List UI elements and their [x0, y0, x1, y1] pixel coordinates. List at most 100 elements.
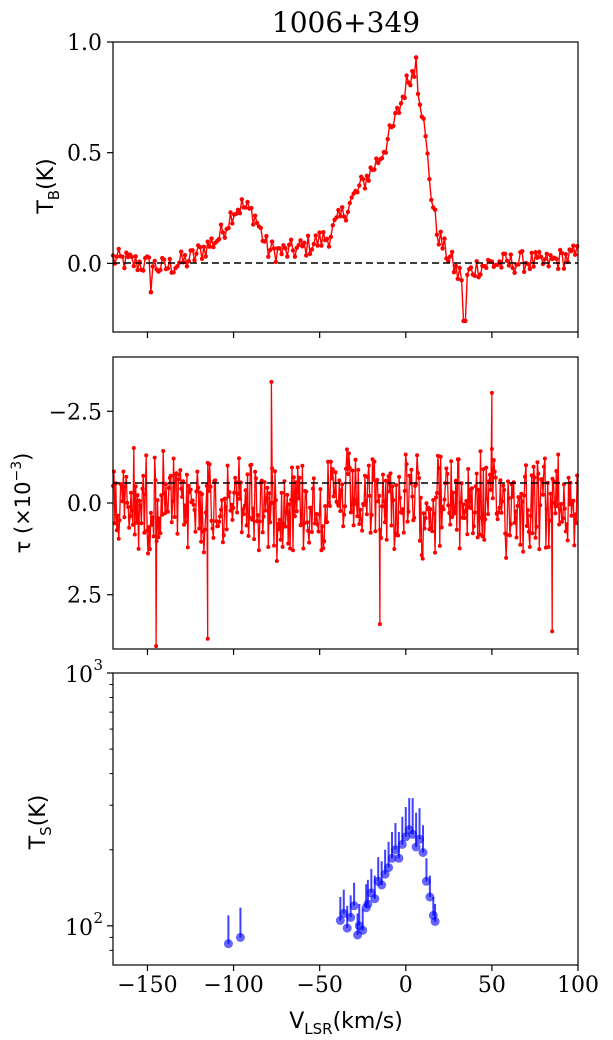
tau-point — [435, 491, 439, 495]
tb-point — [548, 253, 553, 258]
tau-point — [325, 520, 330, 525]
tau-point — [527, 545, 532, 549]
tau-point — [327, 500, 331, 505]
tau-point — [260, 530, 265, 535]
tb-point — [451, 270, 457, 275]
tau-point — [235, 510, 240, 515]
tau-point — [338, 509, 343, 513]
tb-point — [287, 242, 292, 247]
tau-point — [469, 506, 474, 510]
tau-point — [372, 459, 377, 464]
tau-point — [233, 475, 238, 480]
tau-point — [151, 534, 156, 539]
tau-point — [183, 503, 187, 508]
ts-series — [223, 798, 440, 949]
tau-point — [531, 464, 536, 469]
tau-point — [536, 471, 541, 476]
tb-point — [131, 263, 136, 269]
tau-point — [557, 522, 562, 527]
tau-point — [301, 546, 306, 551]
tau-point — [359, 517, 364, 522]
tau-point — [470, 531, 475, 536]
tb-point — [171, 270, 176, 275]
tb-point — [279, 251, 284, 257]
tau-point — [158, 531, 163, 536]
tau-point — [544, 507, 549, 512]
tb-point — [533, 250, 538, 255]
tau-point — [114, 528, 119, 533]
tb-point — [245, 199, 250, 205]
tau-point — [392, 547, 397, 551]
tau-point — [447, 511, 452, 515]
y-axis-label-subscript: S — [37, 826, 55, 836]
tau-point — [483, 517, 488, 522]
tau-point — [389, 523, 394, 528]
tb-point — [516, 262, 521, 267]
tau-point — [574, 521, 579, 525]
tau-point — [261, 514, 266, 519]
tb-point — [124, 250, 129, 255]
tau-point — [309, 530, 314, 534]
tb-point — [544, 251, 549, 256]
tau-point — [236, 491, 240, 496]
tau-point — [244, 523, 249, 528]
tb-point — [158, 267, 163, 273]
tau-point — [466, 467, 471, 471]
tau-point — [445, 471, 450, 476]
tau-point — [417, 538, 422, 543]
tb-point — [402, 95, 407, 101]
tb-point — [364, 173, 370, 178]
tau-point — [177, 472, 182, 477]
ts-point — [415, 834, 425, 844]
x-tick-label: 50 — [478, 973, 506, 998]
tau-point — [421, 511, 426, 516]
tb-point — [283, 246, 288, 251]
tau-point — [461, 502, 466, 507]
tau-point — [464, 499, 469, 503]
tb-point — [499, 265, 504, 270]
tau-point — [122, 515, 127, 520]
tau-point — [223, 505, 228, 510]
tb-point — [321, 230, 326, 235]
tb-point — [264, 233, 269, 239]
tb-point — [520, 249, 525, 254]
tb-point — [398, 101, 404, 106]
tau-point — [524, 463, 528, 468]
tau-point — [316, 529, 321, 534]
tau-point — [382, 520, 387, 525]
tau-point — [400, 507, 405, 512]
tau-point — [506, 496, 511, 501]
tau-point — [495, 517, 500, 522]
tau-point — [150, 515, 155, 520]
ts-point — [235, 932, 245, 942]
tau-point — [452, 509, 457, 514]
tb-point — [175, 264, 180, 269]
tau-point — [537, 547, 542, 552]
tau-point — [396, 533, 401, 538]
tau-point — [350, 468, 355, 473]
tau-point — [438, 454, 443, 459]
tau-point — [542, 456, 547, 461]
tau-point — [305, 520, 310, 525]
tau-point — [296, 496, 301, 501]
tau-point — [337, 478, 342, 483]
tau-point — [441, 507, 446, 512]
plot-frame — [112, 672, 579, 966]
tau-point — [356, 467, 361, 472]
tau-point — [381, 499, 386, 504]
tau-point — [268, 520, 273, 525]
tau-point — [208, 484, 213, 489]
tau-point — [241, 512, 246, 517]
tb-point — [372, 167, 377, 172]
tau-point — [560, 516, 565, 521]
tau-point — [152, 455, 157, 460]
tau-point — [273, 498, 278, 503]
tau-point — [287, 502, 292, 507]
tau-point — [272, 543, 276, 548]
tau-point — [457, 546, 462, 551]
tau-point — [271, 500, 276, 505]
tau-point — [535, 460, 540, 465]
tb-point — [345, 209, 351, 215]
tb-point — [167, 256, 172, 262]
